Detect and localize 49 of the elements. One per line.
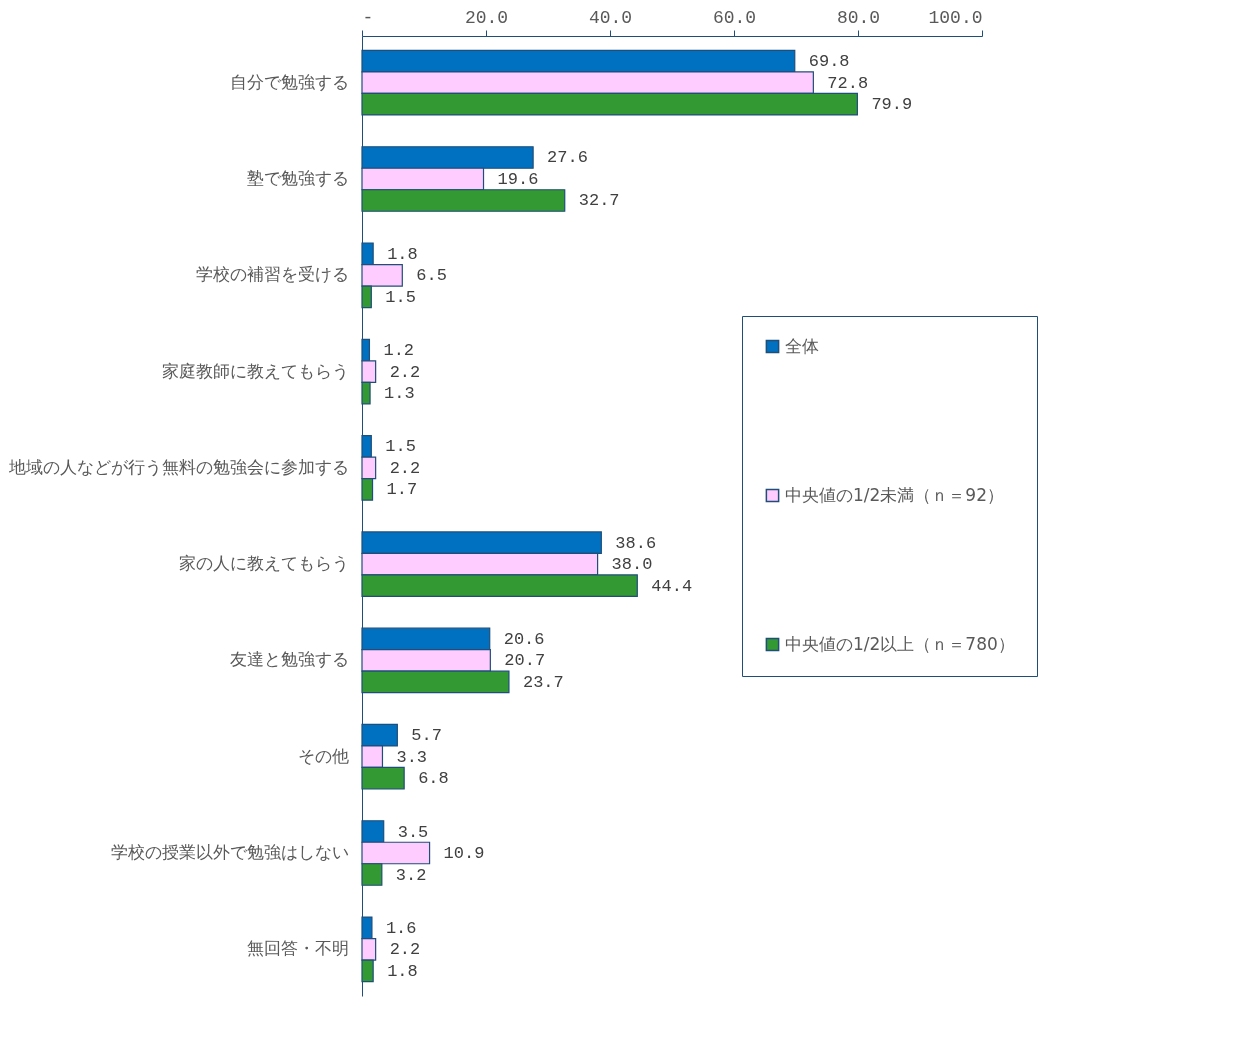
- legend-label: 中央値の1/2以上（ｎ＝780）: [785, 633, 1015, 654]
- data-label: 5.7: [411, 726, 442, 746]
- y-tick-label: 地域の人などが行う無料の勉強会に参加する: [7, 456, 349, 477]
- data-label: 69.8: [808, 52, 850, 72]
- x-tick-label: 60.0: [712, 7, 757, 28]
- y-tick-label: 家の人に教えてもらう: [178, 553, 349, 574]
- data-label: 38.6: [615, 533, 657, 553]
- data-label: 1.8: [387, 961, 418, 981]
- data-label: 10.9: [443, 844, 485, 864]
- data-label: 1.8: [387, 244, 418, 264]
- legend-label: 全体: [785, 335, 819, 356]
- y-tick-label: 塾で勉強する: [246, 167, 349, 188]
- data-label: 2.2: [389, 940, 421, 960]
- data-label: 1.6: [385, 918, 417, 938]
- y-tick-label: その他: [297, 745, 349, 766]
- data-label: 72.8: [827, 73, 869, 93]
- data-label: 2.2: [389, 458, 421, 478]
- data-label: 1.3: [384, 384, 415, 404]
- data-label: 1.2: [383, 341, 415, 361]
- data-label: 23.7: [522, 672, 564, 692]
- y-tick-label: 無回答・不明: [246, 938, 349, 959]
- data-label: 3.2: [395, 865, 427, 885]
- data-label: 2.2: [389, 362, 421, 382]
- x-tick-label: 40.0: [588, 7, 633, 28]
- x-tick-label: 80.0: [836, 7, 881, 28]
- data-label: 32.7: [578, 191, 620, 211]
- data-label: 44.4: [651, 576, 693, 596]
- data-label: 20.6: [503, 629, 545, 649]
- x-tick-label: -: [362, 7, 374, 28]
- data-label: 38.0: [611, 555, 653, 575]
- data-label: 27.6: [547, 148, 588, 168]
- data-label: 1.7: [386, 480, 418, 500]
- x-tick-label: 100.0: [928, 7, 983, 28]
- data-label: 1.5: [385, 287, 416, 307]
- data-label: 20.7: [504, 651, 546, 671]
- y-tick-label: 学校の補習を受ける: [195, 264, 349, 285]
- data-label: 79.9: [871, 95, 913, 115]
- data-label: 3.3: [396, 747, 428, 767]
- x-tick-label: 20.0: [464, 7, 509, 28]
- data-label: 3.5: [397, 822, 429, 842]
- legend-label: 中央値の1/2未満（ｎ＝92）: [785, 484, 1004, 505]
- data-label: 19.6: [497, 169, 539, 189]
- y-tick-label: 友達と勉強する: [229, 649, 349, 670]
- y-tick-label: 自分で勉強する: [229, 71, 349, 92]
- data-label: 1.5: [385, 437, 416, 457]
- data-label: 6.5: [416, 266, 447, 286]
- data-label: 6.8: [418, 769, 449, 789]
- y-tick-label: 家庭教師に教えてもらう: [161, 360, 349, 381]
- y-tick-label: 学校の授業以外で勉強はしない: [110, 842, 349, 863]
